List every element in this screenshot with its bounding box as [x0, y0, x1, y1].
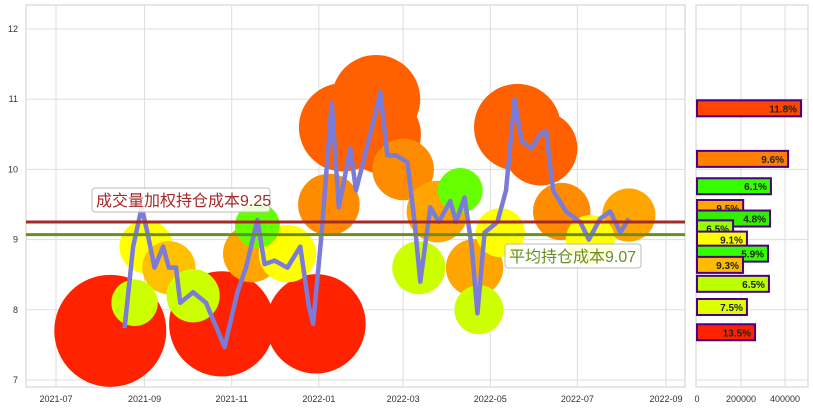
volume-bubble [266, 274, 366, 374]
bar-label: 11.8% [769, 104, 797, 115]
volume-bar [696, 255, 744, 274]
reference-label-box [504, 243, 642, 269]
volume-bubble [111, 279, 158, 327]
price-line [122, 89, 631, 350]
bar-label: 7.5% [720, 303, 743, 314]
bar-label: 9.3% [716, 261, 739, 272]
bar-label: 6.1% [744, 182, 767, 193]
bar-label: 9.5% [716, 204, 739, 215]
y-tick-label: 9 [13, 235, 18, 245]
volume-bubble [602, 188, 656, 242]
reference-label-box [91, 187, 271, 213]
bar-label: 13.5% [723, 328, 751, 339]
x-tick-label: 2022-07 [561, 394, 594, 404]
x-tick-label: 2021-09 [128, 394, 161, 404]
y-tick-label: 12 [8, 24, 18, 34]
bar-label: 5.9% [741, 250, 764, 261]
side-x-tick-label: 400000 [770, 394, 800, 404]
y-tick-label: 7 [13, 375, 18, 385]
y-tick-label: 10 [8, 164, 18, 174]
x-tick-label: 2022-09 [649, 394, 682, 404]
volume-bar [696, 149, 790, 168]
bar-label: 6.5% [706, 224, 729, 235]
volume-bar [696, 99, 803, 118]
side-x-tick-label: 200000 [726, 394, 756, 404]
bar-label: 4.8% [743, 215, 766, 226]
volume-bar [696, 274, 770, 293]
bar-label: 9.1% [720, 236, 743, 247]
volume-bar [696, 177, 772, 196]
y-tick-label: 8 [13, 305, 18, 315]
reference-label: 平均持仓成本9.07 [509, 248, 636, 266]
side-x-tick-label: 0 [694, 394, 699, 404]
x-tick-label: 2021-07 [39, 394, 72, 404]
bar-label: 6.5% [742, 280, 765, 291]
x-tick-label: 2022-03 [387, 394, 420, 404]
x-tick-label: 2022-05 [474, 394, 507, 404]
y-tick-label: 11 [9, 94, 18, 104]
volume-bubble [298, 173, 360, 236]
x-tick-label: 2022-01 [302, 394, 335, 404]
bar-label: 9.6% [761, 155, 784, 166]
reference-label: 成交量加权持仓成本9.25 [96, 192, 271, 210]
volume-bar [696, 297, 748, 316]
x-tick-label: 2021-11 [216, 394, 248, 404]
volume-bar [696, 323, 757, 342]
